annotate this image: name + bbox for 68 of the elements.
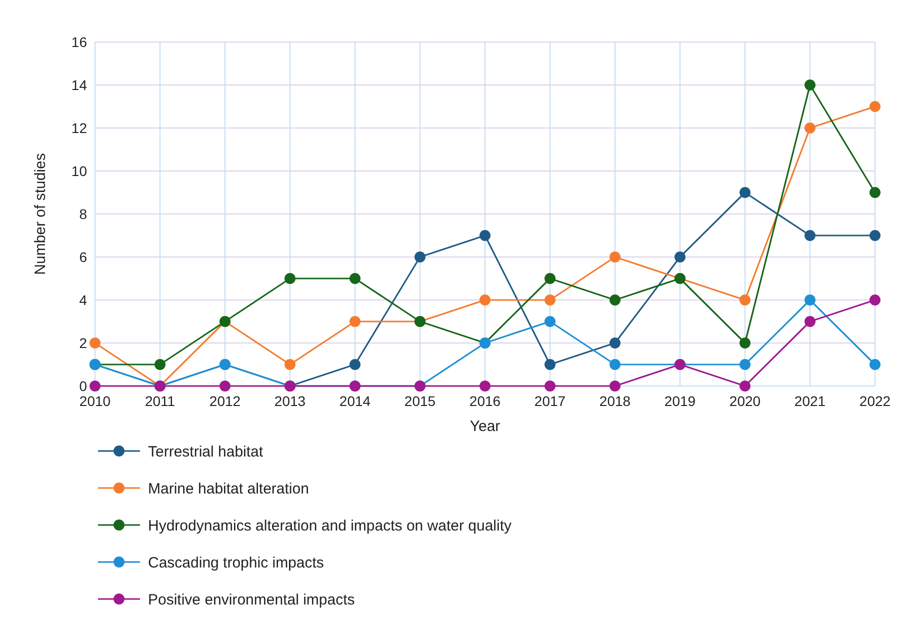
point <box>804 316 816 327</box>
point <box>804 230 816 241</box>
point <box>610 252 620 262</box>
x-tick-label: 2012 <box>209 393 241 409</box>
legend-label: Positive environmental impacts <box>148 591 355 608</box>
x-tick-label: 2013 <box>274 393 306 409</box>
x-tick-label: 2014 <box>339 393 371 409</box>
y-tick-label: 2 <box>79 334 88 351</box>
point <box>350 316 360 327</box>
point <box>544 359 556 370</box>
y-tick-label: 12 <box>71 120 88 136</box>
point <box>610 359 620 370</box>
point <box>220 380 230 392</box>
legend-label: Marine habitat alteration <box>148 480 309 498</box>
point <box>870 230 880 241</box>
point <box>610 380 620 392</box>
x-tick-label: 2020 <box>729 393 761 409</box>
point <box>480 380 490 392</box>
point <box>154 359 166 370</box>
point <box>870 187 880 198</box>
point <box>870 101 880 112</box>
x-tick-label: 2011 <box>144 393 176 409</box>
x-tick-label: 2015 <box>404 393 436 409</box>
point <box>804 122 816 134</box>
point <box>544 316 556 327</box>
legend-label: Cascading trophic impacts <box>148 554 324 572</box>
point <box>804 80 816 90</box>
x-tick-label: 2022 <box>859 393 891 409</box>
x-tick-label: 2016 <box>469 393 501 409</box>
legend-label: Terrestrial habitat <box>148 443 264 460</box>
point <box>674 252 686 262</box>
point <box>610 338 620 348</box>
y-tick-label: 0 <box>79 378 88 394</box>
y-tick-label: 6 <box>79 248 88 265</box>
point <box>740 294 750 306</box>
point <box>610 294 620 306</box>
y-axis-title: Number of studies <box>32 153 49 275</box>
point <box>870 359 880 370</box>
point <box>90 338 100 348</box>
point <box>544 294 556 306</box>
point <box>740 338 750 348</box>
point <box>804 294 816 306</box>
x-tick-label: 2019 <box>664 393 696 409</box>
y-tick-label: 16 <box>71 34 88 50</box>
y-tick-label: 10 <box>71 162 88 179</box>
point <box>350 359 360 370</box>
point <box>480 230 490 241</box>
x-tick-label: 2017 <box>534 393 566 409</box>
point <box>414 252 426 262</box>
point <box>284 273 296 284</box>
y-tick-label: 14 <box>71 76 88 93</box>
point <box>870 294 880 306</box>
legend-label: Hydrodynamics alteration and impacts on water quality <box>148 517 512 534</box>
point <box>740 359 750 370</box>
point <box>544 273 556 284</box>
point <box>740 380 750 392</box>
y-tick-label: 4 <box>79 292 88 308</box>
x-tick-label: 2021 <box>794 393 826 409</box>
x-tick-label: 2018 <box>599 393 631 409</box>
point <box>544 380 556 392</box>
point <box>480 294 490 306</box>
point <box>350 273 360 284</box>
x-tick-label: 2010 <box>79 393 111 409</box>
point <box>90 380 100 392</box>
y-tick-label: 8 <box>79 206 88 222</box>
x-axis-title: Year <box>470 418 500 435</box>
point <box>284 359 296 370</box>
point <box>740 187 750 198</box>
